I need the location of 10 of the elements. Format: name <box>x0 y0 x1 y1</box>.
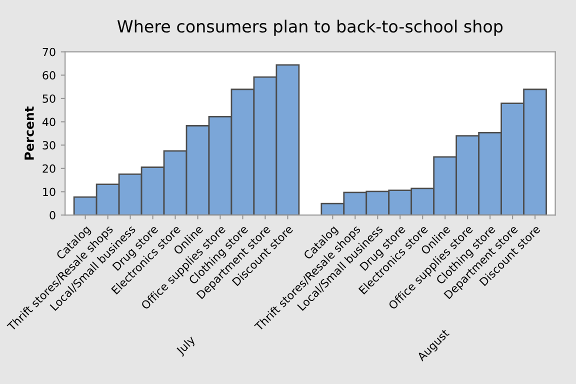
y-axis-title: Percent <box>24 106 34 160</box>
y-tick-label: 70 <box>42 48 56 56</box>
y-tick-label: 0 <box>50 211 56 220</box>
y-tick-label: 40 <box>42 118 56 126</box>
y-tick-label: 60 <box>42 71 56 80</box>
y-tick-label: 20 <box>42 164 56 173</box>
y-tick-label: 10 <box>43 188 56 196</box>
y-tick-label: 30 <box>42 141 56 150</box>
chart-title: Where consumers plan to back-to-school shop <box>117 20 503 36</box>
y-tick-label: 50 <box>42 94 56 103</box>
